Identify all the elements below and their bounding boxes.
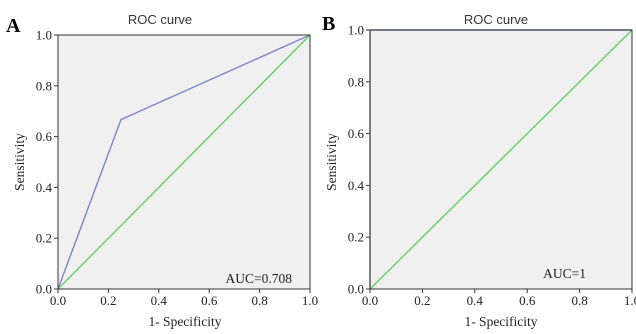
panel-a-x-tick-label: 0.2 [100,293,116,308]
panel-b-reference-diagonal-line [369,29,633,290]
panel-a-y-tick-label: 0.8 [36,78,52,93]
panel-b-y-tick-label: 0.0 [348,282,364,297]
panel-a-roc-curve-line [57,34,311,290]
panel-a-reference-diagonal-line [57,34,311,290]
panel-a-x-tick-label: 0.6 [201,293,218,308]
panel-a-series [57,34,311,290]
panel-b-x-tick-label: 0.4 [467,293,484,308]
panel-a-y-axis-label: Sensitivity [12,133,27,191]
panel-b-ticks: 0.0 0.2 0.4 0.6 0.8 1.0 0.0 0.2 0.4 0.6 0.8 1.0 [348,23,636,309]
panel-b-x-axis-label: 1- Specificity [464,314,537,329]
panel-a-y-tick-label: 0.4 [36,180,53,195]
panel-a: A ROC curve 0.0 0.2 0.4 0.6 0.8 1.00.00.20.40… [6,12,318,329]
panel-a-auc-annotation: AUC=0.708 [226,271,293,286]
panel-a-x-tick-label: 0.8 [251,293,267,308]
panel-b-x-tick-label: 0.6 [519,293,536,308]
panel-b-auc-annotation: AUC=1 [543,266,586,281]
panel-b-y-tick-label: 0.4 [348,178,365,193]
panel-a-y-tick-label: 0.2 [36,231,52,246]
panel-a-ticks: 0.0 0.2 0.4 0.6 0.8 1.0 0.0 0.2 0.4 0.6 0.8 1.0 [36,28,318,309]
panel-b-x-tick-label: 0.8 [571,293,587,308]
panel-b-y-tick-label: 0.6 [348,126,365,141]
panel-b-x-tick-label: 1.0 [624,293,636,308]
panel-b-plot-frame [369,29,633,290]
panel-b-y-tick-label: 0.2 [348,230,364,245]
panel-b: B ROC curve 0.00.20.40.60.81.00.00.20.40… [322,12,636,329]
panel-b-x-tick-label: 0.2 [414,293,430,308]
panel-a-title: ROC curve [128,12,192,27]
panel-a-x-tick-label: 0.4 [151,293,168,308]
panel-a-label: A [6,15,21,37]
panel-a-y-tick-label: 1.0 [36,28,52,43]
panel-a-x-tick-label: 1.0 [302,293,318,308]
panel-a-plot-frame [57,34,311,290]
panel-a-x-axis-label: 1- Specificity [148,314,221,329]
panel-b-title: ROC curve [464,12,528,27]
panel-b-y-axis-label: Sensitivity [324,133,339,191]
panel-a-y-tick-label: 0.6 [36,129,53,144]
panel-a-x-tick-label: 0.0 [50,293,66,308]
panel-b-y-tick-label: 0.8 [348,74,364,89]
panel-b-x-tick-label: 0.0 [362,293,378,308]
panel-b-y-tick-label: 1.0 [348,23,364,38]
panel-a-y-tick-label: 0.0 [36,282,52,297]
panel-b-label: B [322,13,335,35]
